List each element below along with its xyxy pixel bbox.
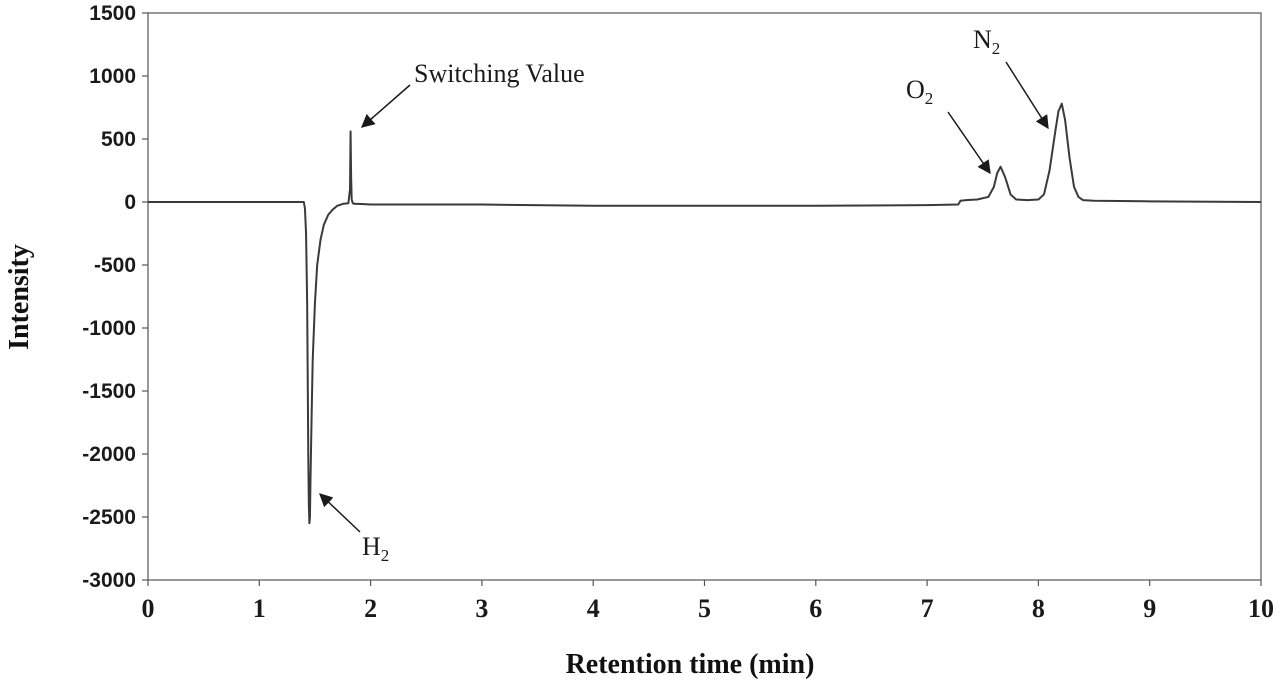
x-axis-label: Retention time (min)	[566, 649, 815, 680]
y-tick-label: -1000	[82, 317, 136, 340]
y-tick-label: -500	[94, 254, 136, 277]
y-axis: 1500 1000 500 0 -500 -1000 -1500 -2000 -2500 -300…	[82, 2, 148, 592]
x-tick-label: 5	[698, 594, 711, 623]
y-tick-label: -3000	[82, 569, 136, 592]
x-tick-label: 8	[1032, 594, 1045, 623]
y-tick-label: -2500	[82, 506, 136, 529]
x-tick-label: 6	[809, 594, 822, 623]
arrow-h2	[319, 493, 361, 533]
x-tick-label: 9	[1143, 594, 1156, 623]
arrow-o2	[947, 111, 991, 175]
x-tick-label: 2	[364, 594, 377, 623]
y-tick-label: 1000	[89, 65, 136, 88]
peak-annotations: Switching Value H2 O2 N2	[319, 25, 1049, 565]
x-tick-label: 3	[475, 594, 488, 623]
y-axis-label: Intensity	[4, 244, 35, 350]
annotation-o2: O2	[906, 75, 933, 108]
x-tick-label: 7	[921, 594, 934, 623]
arrow-n2	[1005, 61, 1049, 130]
x-axis: 0 1 2 3 4 5 6 7 8 9 10	[142, 580, 1274, 623]
arrow-switching-value	[360, 84, 411, 128]
x-tick-label: 0	[142, 594, 155, 623]
y-tick-label: 1500	[89, 2, 136, 25]
x-tick-label: 1	[253, 594, 266, 623]
x-tick-label: 4	[587, 594, 600, 623]
y-tick-label: -1500	[82, 380, 136, 403]
annotation-h2: H2	[362, 532, 389, 565]
y-tick-label: 500	[101, 128, 136, 151]
x-tick-label: 10	[1248, 594, 1274, 623]
annotation-switching-value: Switching Value	[414, 59, 585, 88]
annotation-n2: N2	[973, 25, 1000, 58]
y-tick-label: -2000	[82, 443, 136, 466]
chromatogram-series-line	[148, 102, 1262, 525]
y-tick-label: 0	[124, 191, 136, 214]
